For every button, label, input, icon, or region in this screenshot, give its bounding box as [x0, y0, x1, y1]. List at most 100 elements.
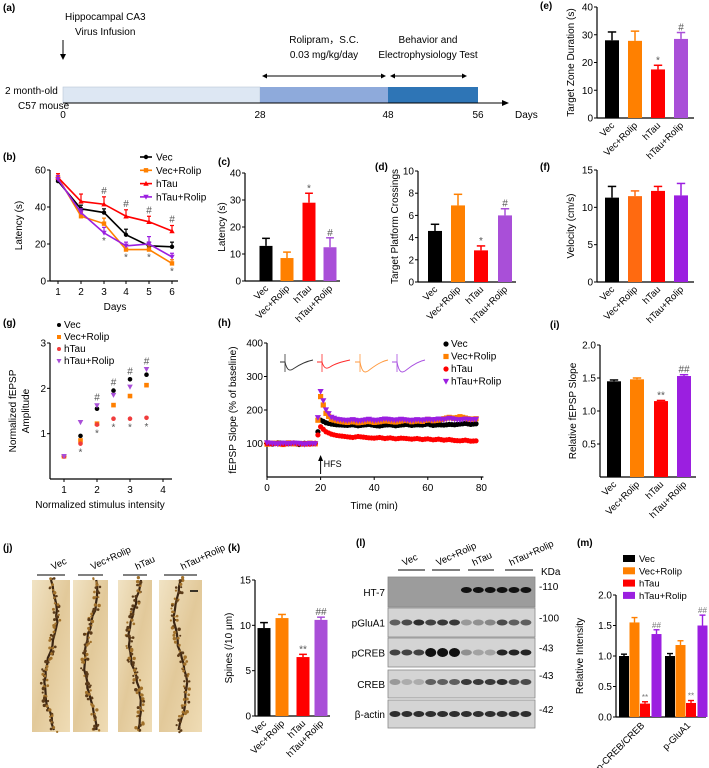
bar: [665, 656, 675, 717]
data-point: [143, 194, 149, 200]
data-point: [457, 414, 463, 420]
bar: [605, 197, 619, 282]
panel-label-l: (l): [356, 538, 365, 549]
spine: [130, 618, 134, 622]
spine: [173, 640, 178, 644]
blot-row-label: CREB: [357, 680, 385, 691]
data-point: [127, 376, 133, 382]
x-tick-label: 40: [369, 483, 381, 494]
spine: [50, 714, 54, 718]
data-point: [144, 415, 149, 421]
day-tick-label: 56: [472, 110, 484, 121]
spine: [175, 614, 179, 618]
significance-mark: **: [642, 693, 648, 702]
spine: [53, 645, 57, 649]
y-tick-label: 20: [582, 58, 594, 69]
bar: [629, 622, 640, 717]
blot-band: [437, 619, 449, 626]
blot-band: [472, 679, 484, 685]
example-trace: [280, 359, 314, 371]
significance-mark: *: [102, 236, 106, 247]
blot-band: [401, 711, 413, 717]
spine: [138, 716, 142, 720]
blot-band: [484, 711, 496, 717]
spine: [49, 658, 52, 661]
x-tick-label: 6: [169, 287, 175, 298]
spine: [39, 681, 43, 685]
blot-band: [520, 711, 532, 717]
panel-label-c: (c): [218, 157, 230, 168]
spine: [141, 703, 145, 707]
y-tick-label: 4: [408, 233, 414, 244]
spine: [80, 667, 83, 670]
y-tick-label: 2: [408, 255, 414, 266]
spine: [129, 610, 133, 614]
group-label: Vec: [50, 556, 69, 573]
blot-strip: [387, 607, 536, 638]
lane-group-label: hTau: [471, 550, 494, 569]
y-tick-label: 100: [246, 439, 263, 450]
spine: [184, 686, 187, 690]
day-tick-label: 0: [60, 110, 66, 121]
y-axis-label: Latency (s): [217, 202, 228, 251]
spine: [184, 673, 188, 678]
data-point: [169, 254, 175, 260]
significance-mark: #: [502, 199, 508, 210]
y-tick-label: 40: [230, 169, 242, 180]
data-point: [146, 219, 152, 224]
spine: [131, 661, 135, 665]
spine: [137, 714, 140, 717]
data-point: [110, 392, 117, 398]
spine: [187, 700, 191, 704]
y-tick-label: 30: [230, 196, 242, 207]
blot-band: [508, 587, 520, 593]
blot-band: [520, 679, 532, 685]
significance-mark: *: [145, 422, 149, 433]
spine: [177, 627, 181, 631]
spine: [125, 646, 129, 650]
spine: [84, 682, 89, 686]
data-point: [325, 411, 332, 417]
legend-label: hTau+Rolip: [64, 356, 115, 367]
spine: [135, 691, 139, 695]
data-point: [78, 210, 84, 216]
significance-mark: **: [299, 644, 307, 655]
kda-marker: -100: [539, 614, 559, 625]
spine: [97, 729, 101, 732]
panel-label-e: (e): [540, 1, 552, 12]
y-axis-label: fEPSP Slope (% of baseline): [228, 346, 239, 473]
spine: [49, 633, 53, 637]
spine: [83, 643, 87, 646]
y-axis-label: Normalized fEPSP: [8, 369, 19, 452]
x-tick-label: 5: [146, 287, 152, 298]
data-point: [78, 198, 84, 204]
timeline-segment: [62, 86, 261, 104]
spine: [141, 697, 145, 701]
data-point: [127, 393, 133, 399]
y-tick-label: 0: [408, 278, 414, 289]
blot-row-label: HT-7: [363, 588, 385, 599]
bar: [302, 202, 316, 281]
spine: [95, 708, 99, 712]
blot-band: [472, 587, 484, 593]
arrow-head: [318, 455, 324, 461]
spine: [52, 577, 56, 580]
bar: [314, 619, 328, 716]
significance-mark: #: [146, 205, 152, 216]
spine: [85, 672, 89, 676]
panel-label-b: (b): [3, 152, 16, 163]
significance-mark: #: [327, 228, 333, 239]
spine: [129, 648, 134, 653]
significance-mark: ##: [698, 606, 707, 615]
legend-label: Vec+Rolip: [156, 166, 202, 177]
data-point: [146, 241, 152, 247]
spine: [134, 672, 137, 676]
data-point: [473, 438, 479, 444]
legend-swatch: [623, 579, 635, 587]
spine: [46, 708, 49, 712]
blot-band: [437, 711, 449, 717]
spine: [136, 575, 141, 580]
spine: [130, 652, 134, 656]
spine: [185, 697, 189, 701]
